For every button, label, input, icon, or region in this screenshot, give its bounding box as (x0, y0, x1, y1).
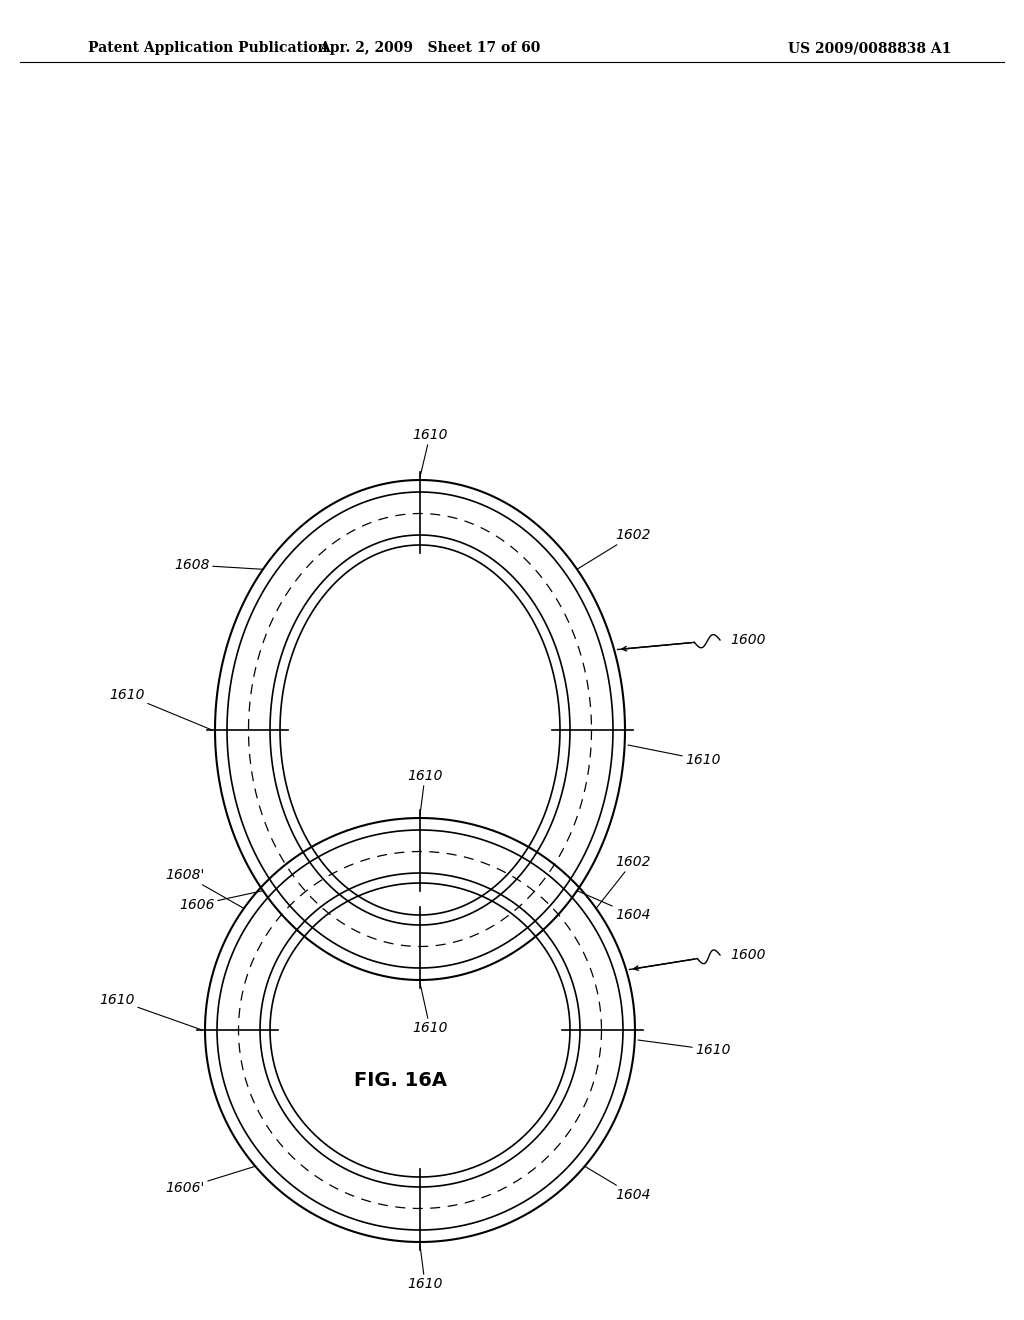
Text: 1610: 1610 (408, 1245, 442, 1291)
Text: 1610: 1610 (628, 744, 721, 767)
Text: 1602: 1602 (596, 855, 650, 908)
Text: 1610: 1610 (408, 770, 442, 814)
Text: Apr. 2, 2009   Sheet 17 of 60: Apr. 2, 2009 Sheet 17 of 60 (319, 41, 541, 55)
Text: 1610: 1610 (638, 1040, 730, 1057)
Text: 1610: 1610 (413, 983, 447, 1035)
Text: US 2009/0088838 A1: US 2009/0088838 A1 (788, 41, 951, 55)
Text: 1606: 1606 (179, 891, 263, 912)
Text: FIG. 16A: FIG. 16A (353, 1071, 446, 1089)
Text: 1610: 1610 (110, 688, 212, 730)
Text: 1604: 1604 (585, 1167, 650, 1203)
Text: 1600: 1600 (730, 948, 766, 962)
Text: 1608': 1608' (166, 869, 244, 908)
Text: 1606': 1606' (166, 1167, 255, 1195)
Text: 1600: 1600 (730, 634, 766, 647)
Text: 1610: 1610 (413, 428, 447, 477)
Text: Patent Application Publication: Patent Application Publication (88, 41, 328, 55)
Text: 1602: 1602 (578, 528, 650, 569)
Text: 1604: 1604 (578, 891, 650, 921)
Text: 1610: 1610 (99, 993, 202, 1030)
Text: 1608: 1608 (174, 558, 263, 572)
